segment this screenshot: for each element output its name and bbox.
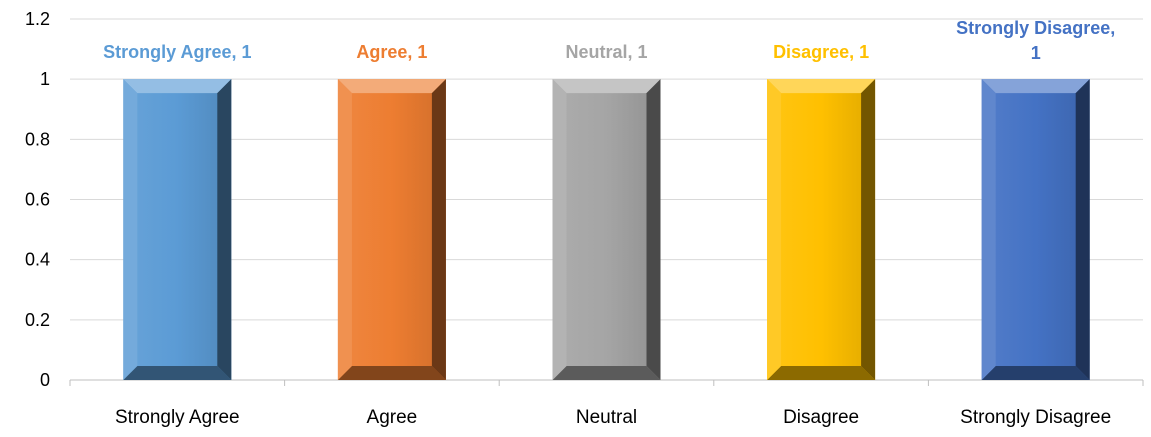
bars <box>123 79 1090 381</box>
bar <box>767 79 876 381</box>
x-category-label: Disagree <box>783 407 859 428</box>
labels: Strongly Agree, 1 Strongly Agree Agree, 1 A… <box>103 18 1115 428</box>
data-label: Strongly Agree, 1 <box>103 42 251 62</box>
y-tick-label: 1.2 <box>25 9 50 29</box>
data-label: 1 <box>1031 43 1041 63</box>
x-category-label: Agree <box>367 407 418 428</box>
x-category-label: Strongly Disagree <box>960 407 1111 428</box>
y-tick-label: 0.6 <box>25 190 50 210</box>
y-tick-label: 0.8 <box>25 129 50 149</box>
y-tick-label: 0 <box>40 370 50 390</box>
data-label: Neutral, 1 <box>565 42 647 62</box>
bar <box>337 79 446 381</box>
bar <box>552 79 661 381</box>
data-label: Strongly Disagree, <box>956 18 1115 38</box>
y-tick-label: 1 <box>40 69 50 89</box>
bar <box>123 79 232 381</box>
data-label: Agree, 1 <box>356 42 427 62</box>
data-label: Disagree, 1 <box>773 42 869 62</box>
x-category-label: Strongly Agree <box>115 407 240 428</box>
y-tick-label: 0.2 <box>25 310 50 330</box>
y-tick-label: 0.4 <box>25 250 50 270</box>
x-category-label: Neutral <box>576 407 637 428</box>
bar <box>981 79 1090 381</box>
